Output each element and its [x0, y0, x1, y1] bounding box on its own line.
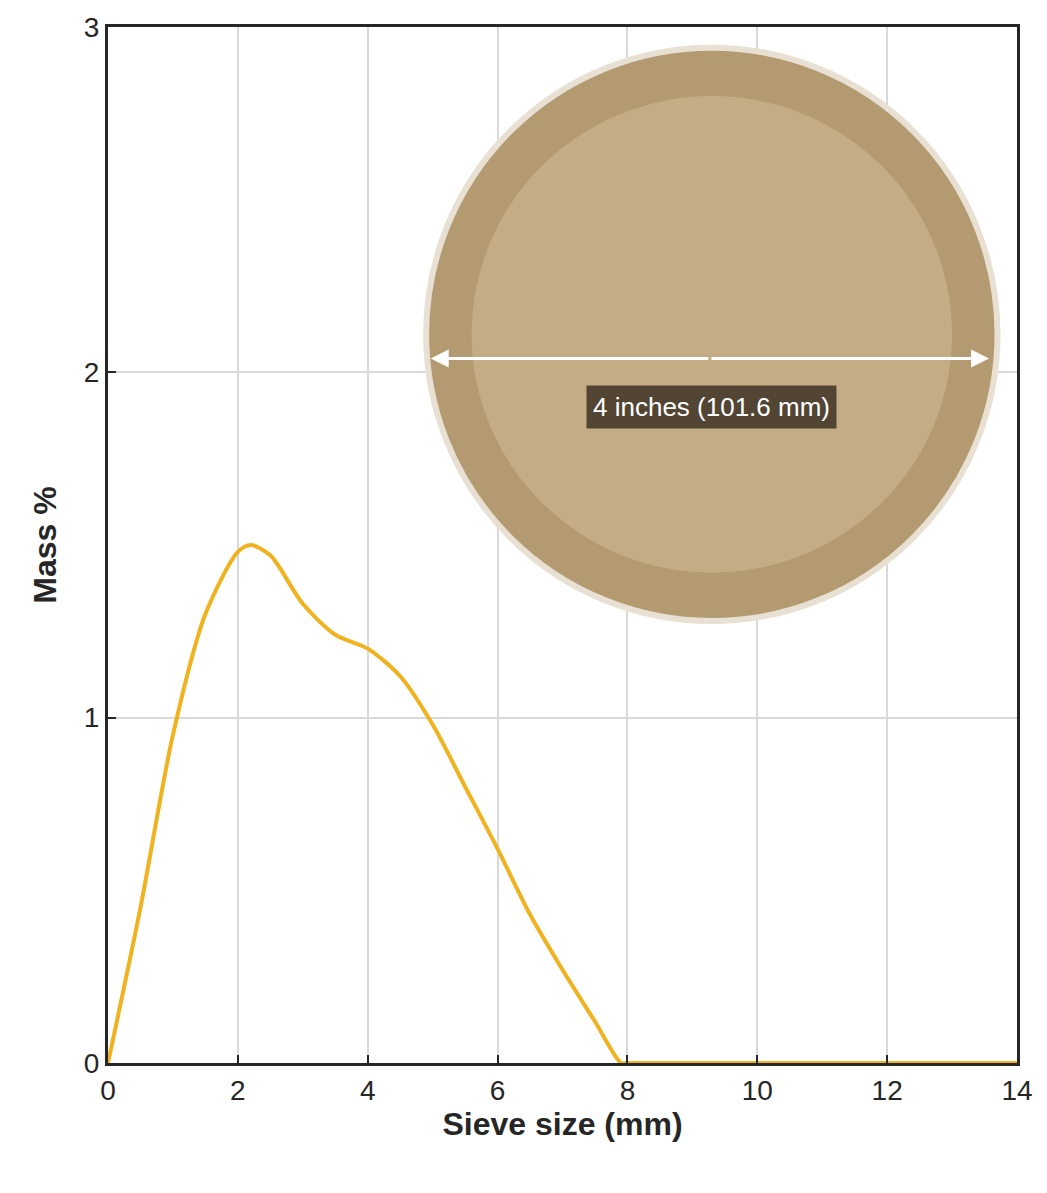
svg-text:4 inches (101.6 mm): 4 inches (101.6 mm): [593, 392, 830, 422]
svg-text:Mass %: Mass %: [27, 486, 63, 603]
svg-text:1: 1: [84, 702, 100, 733]
svg-text:14: 14: [1001, 1075, 1032, 1106]
svg-text:4: 4: [360, 1075, 376, 1106]
svg-text:6: 6: [490, 1075, 506, 1106]
svg-text:0: 0: [84, 1048, 100, 1079]
svg-text:10: 10: [742, 1075, 773, 1106]
svg-text:2: 2: [84, 357, 100, 388]
svg-text:3: 3: [84, 12, 100, 43]
svg-text:12: 12: [872, 1075, 903, 1106]
svg-text:8: 8: [620, 1075, 636, 1106]
svg-text:Sieve size (mm): Sieve size (mm): [442, 1106, 682, 1142]
svg-text:2: 2: [230, 1075, 246, 1106]
svg-text:0: 0: [100, 1075, 116, 1106]
